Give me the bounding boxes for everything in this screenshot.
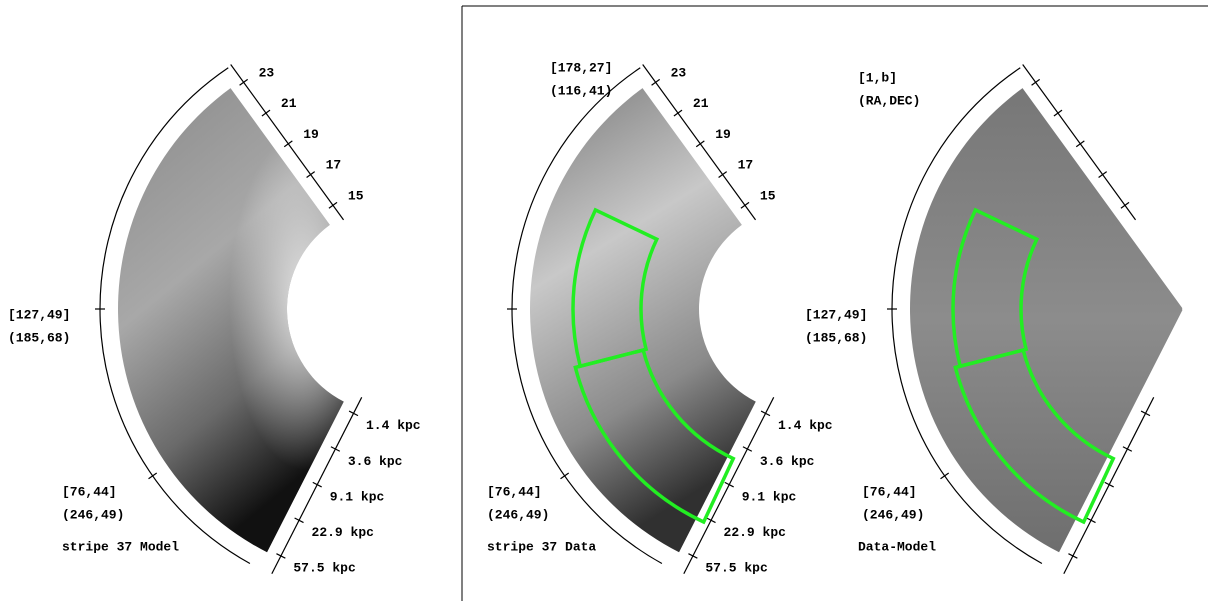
dist-scale — [271, 397, 363, 575]
dist-label: 9.1 kpc — [330, 489, 385, 504]
dist-tick — [312, 481, 322, 488]
panel-caption: stripe 37 Data — [487, 539, 596, 554]
mag-tick — [651, 78, 661, 86]
dist-tick — [706, 517, 716, 524]
outer-arc — [99, 67, 251, 565]
mag-tick — [1120, 201, 1130, 209]
equatorial-coord: (246,49) — [862, 507, 924, 522]
outer-arc — [891, 67, 1043, 565]
dist-label: 57.5 kpc — [705, 561, 768, 576]
dist-tick — [276, 553, 286, 559]
dist-label: 3.6 kpc — [348, 454, 403, 469]
dist-tick — [1122, 446, 1133, 452]
equatorial-coord: (RA,DEC) — [858, 93, 920, 108]
mag-label: 19 — [303, 127, 319, 142]
mag-tick — [740, 201, 750, 209]
dist-label: 22.9 kpc — [724, 525, 787, 540]
mag-label: 23 — [259, 65, 275, 80]
equatorial-coord: (116,41) — [550, 83, 612, 98]
dist-label: 9.1 kpc — [742, 489, 797, 504]
equatorial-coord: (185,68) — [805, 330, 867, 345]
panel-caption: stripe 37 Model — [62, 539, 179, 554]
mag-label: 15 — [760, 188, 776, 203]
mag-tick — [328, 201, 338, 209]
dist-scale — [683, 397, 775, 575]
mag-tick — [695, 140, 705, 148]
mag-tick — [1075, 140, 1085, 148]
panel-caption: Data-Model — [858, 539, 936, 554]
galactic-coord: [1,b] — [858, 70, 897, 85]
mag-tick — [261, 109, 271, 117]
equatorial-coord: (246,49) — [487, 507, 549, 522]
galactic-coord: [178,27] — [550, 60, 612, 75]
selection-box — [573, 347, 736, 525]
dist-label: 1.4 kpc — [366, 418, 421, 433]
mag-tick — [306, 171, 316, 178]
galactic-coord: [76,44] — [487, 484, 542, 499]
dist-label: 57.5 kpc — [293, 561, 356, 576]
mag-tick — [718, 171, 728, 178]
mag-tick — [673, 109, 683, 117]
mag-label: 23 — [671, 65, 687, 80]
dist-tick — [1086, 517, 1096, 524]
dist-tick — [330, 446, 341, 452]
density-highlight — [190, 147, 344, 488]
dist-label: 1.4 kpc — [778, 418, 833, 433]
dist-label: 3.6 kpc — [760, 454, 815, 469]
galactic-coord: [127,49] — [805, 307, 867, 322]
mag-label: 21 — [281, 96, 297, 111]
arc-tick — [940, 472, 950, 480]
dist-tick — [294, 517, 304, 524]
galactic-coord: [76,44] — [62, 484, 117, 499]
mag-tick — [283, 140, 293, 148]
mag-label: 17 — [326, 158, 342, 173]
dist-tick — [742, 446, 753, 452]
density-wedge — [910, 88, 1183, 553]
dist-tick — [688, 553, 698, 559]
selection-box — [953, 347, 1116, 525]
mag-tick — [239, 78, 249, 86]
mag-scale — [1022, 64, 1137, 221]
dist-tick — [348, 410, 359, 417]
mag-label: 15 — [348, 188, 364, 203]
dist-tick — [1140, 410, 1151, 417]
mag-scale — [642, 64, 757, 221]
mag-tick — [1098, 171, 1108, 178]
galactic-coord: [76,44] — [862, 484, 917, 499]
galactic-coord: [127,49] — [8, 307, 70, 322]
mag-label: 17 — [738, 158, 754, 173]
outer-arc — [511, 67, 663, 565]
density-highlight — [803, 144, 898, 474]
mag-tick — [1031, 78, 1041, 86]
mag-scale — [230, 64, 345, 221]
dist-tick — [1104, 481, 1114, 488]
arc-tick — [148, 472, 158, 480]
dist-tick — [760, 410, 771, 417]
mag-label: 19 — [715, 127, 731, 142]
dist-scale — [1063, 397, 1155, 575]
mag-label: 21 — [693, 96, 709, 111]
dist-label: 22.9 kpc — [312, 525, 375, 540]
dist-tick — [1068, 553, 1078, 559]
mag-tick — [1053, 109, 1063, 117]
dist-tick — [724, 481, 734, 488]
arc-tick — [560, 472, 570, 480]
equatorial-coord: (246,49) — [62, 507, 124, 522]
equatorial-coord: (185,68) — [8, 330, 70, 345]
